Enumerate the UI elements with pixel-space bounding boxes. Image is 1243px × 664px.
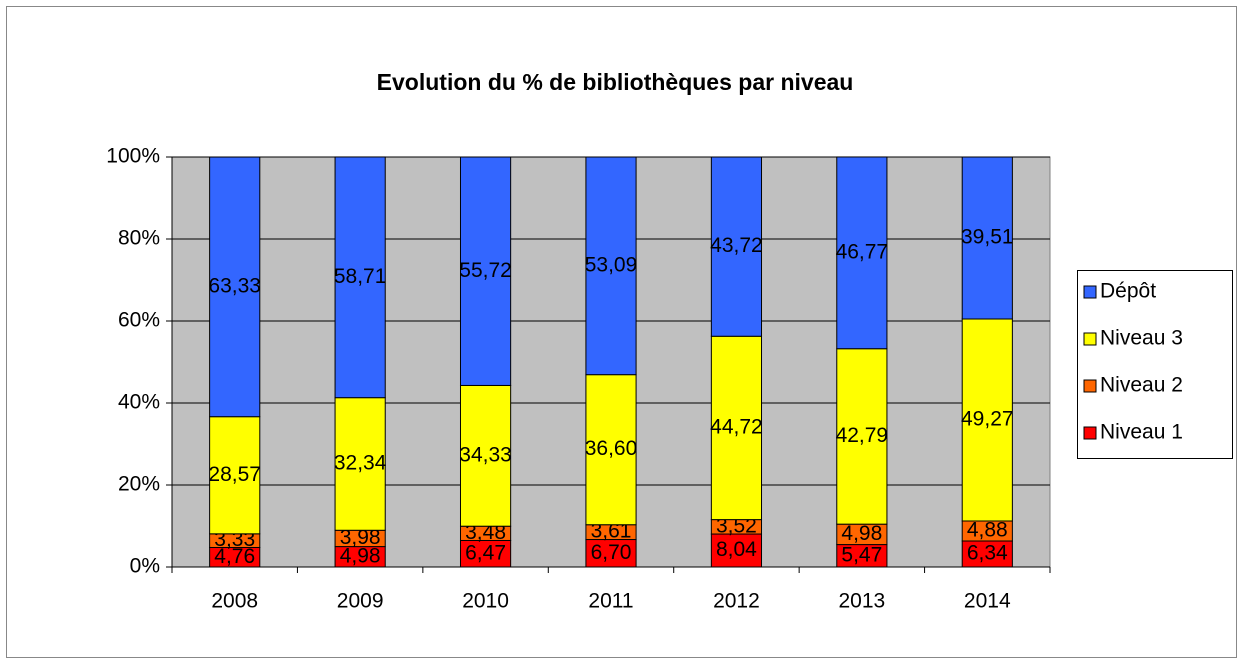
legend-swatch — [1083, 379, 1097, 393]
y-tick-label: 80% — [118, 227, 160, 250]
data-label: 34,33 — [459, 443, 512, 466]
legend-label: Dépôt — [1100, 280, 1156, 303]
bar-segment — [710, 533, 763, 568]
chart-title: Evolution du % de bibliothèques par nive… — [377, 69, 854, 95]
data-label: 3,61 — [591, 520, 632, 543]
y-tick-label: 20% — [118, 473, 160, 496]
legend-swatch — [1083, 285, 1097, 299]
bar-segment — [961, 540, 1013, 568]
data-label: 4,88 — [967, 519, 1008, 542]
legend-swatch — [1083, 332, 1097, 346]
y-tick-label: 40% — [118, 391, 160, 414]
y-tick-label: 60% — [118, 309, 160, 332]
bar-segment — [459, 384, 512, 527]
x-tick-label: 2008 — [211, 590, 258, 613]
data-label: 6,34 — [967, 542, 1008, 565]
legend-label: Niveau 3 — [1100, 327, 1183, 350]
y-tick-label: 100% — [106, 145, 160, 168]
data-label: 5,47 — [841, 543, 882, 566]
data-label: 3,52 — [716, 514, 757, 537]
y-tick-label: 0% — [130, 555, 160, 578]
bar-segment — [209, 416, 261, 535]
data-label: 4,98 — [841, 522, 882, 545]
data-label: 49,27 — [961, 408, 1014, 431]
x-tick-label: 2012 — [713, 590, 760, 613]
bar-segment — [961, 156, 1013, 320]
data-label: 53,09 — [585, 253, 638, 276]
data-label: 58,71 — [334, 265, 387, 288]
data-label: 28,57 — [208, 463, 261, 486]
bar-segment — [710, 335, 763, 521]
legend-box — [1077, 270, 1233, 459]
data-label: 39,51 — [961, 226, 1014, 249]
x-tick-label: 2009 — [337, 590, 384, 613]
x-tick-label: 2014 — [964, 590, 1011, 613]
x-tick-label: 2010 — [462, 590, 509, 613]
bar-segment — [209, 156, 261, 418]
bar-segment — [710, 156, 763, 337]
data-label: 6,70 — [591, 541, 632, 564]
bar-segment — [585, 539, 637, 568]
bar-segment — [961, 318, 1013, 522]
data-label: 8,04 — [716, 538, 757, 561]
bar-segment — [459, 156, 512, 386]
data-label: 36,60 — [585, 437, 638, 460]
data-label: 43,72 — [710, 234, 763, 257]
x-tick-label: 2011 — [588, 590, 633, 613]
legend-label: Niveau 2 — [1100, 374, 1183, 397]
bar-segment — [836, 156, 888, 350]
data-label: 4,98 — [340, 544, 381, 567]
data-label: 63,33 — [208, 274, 261, 297]
bar-segment — [585, 374, 637, 526]
data-label: 32,34 — [334, 452, 387, 475]
data-label: 42,79 — [836, 424, 889, 447]
bar-segment — [334, 156, 386, 399]
data-label: 55,72 — [459, 259, 512, 282]
data-label: 46,77 — [836, 240, 889, 263]
data-label: 44,72 — [710, 415, 763, 438]
x-tick-label: 2013 — [838, 590, 885, 613]
bar-segment — [585, 156, 637, 376]
legend-swatch — [1083, 426, 1097, 440]
data-label: 3,98 — [340, 526, 381, 549]
legend-label: Niveau 1 — [1100, 421, 1183, 444]
bar-segment — [836, 348, 888, 525]
data-label: 4,76 — [214, 545, 255, 568]
bar-segment — [459, 539, 512, 568]
data-label: 6,47 — [465, 541, 506, 564]
